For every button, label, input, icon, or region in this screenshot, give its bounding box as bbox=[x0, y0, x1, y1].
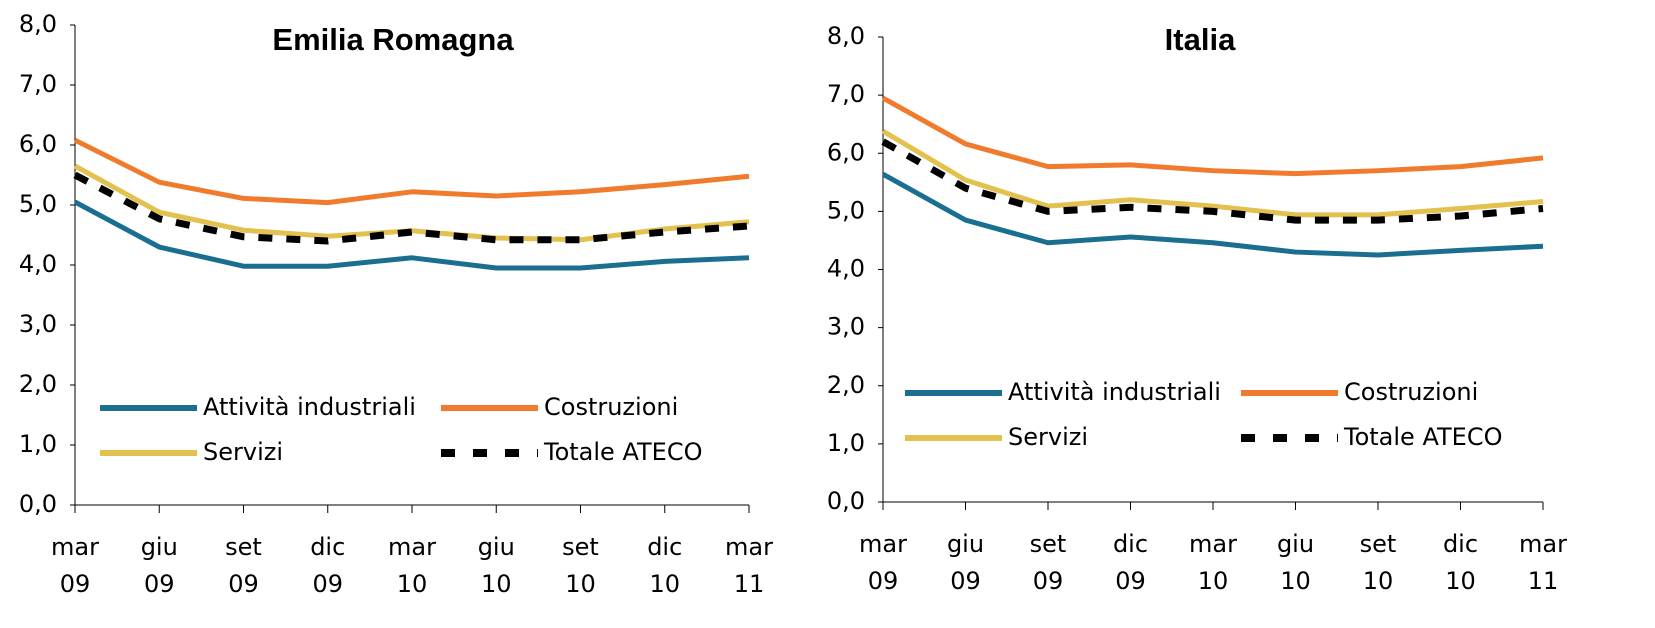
y-tick-label: 1,0 bbox=[19, 430, 57, 458]
legend-label: Attività industriali bbox=[1008, 378, 1221, 406]
x-tick-label: dic 10 bbox=[647, 533, 682, 598]
y-tick-label: 5,0 bbox=[19, 190, 57, 218]
chart-title: Italia bbox=[1165, 22, 1236, 57]
x-tick-label: giu 10 bbox=[478, 533, 515, 598]
y-tick-label: 8,0 bbox=[19, 10, 57, 38]
x-tick-label: mar 10 bbox=[1189, 530, 1237, 595]
legend-label: Servizi bbox=[203, 438, 283, 466]
y-tick-label: 1,0 bbox=[827, 429, 865, 457]
x-tick-label: mar 10 bbox=[388, 533, 436, 598]
legend-label: Servizi bbox=[1008, 423, 1088, 451]
x-tick-label: mar 11 bbox=[1519, 530, 1567, 595]
y-tick-label: 8,0 bbox=[827, 22, 865, 50]
x-tick-label: set 10 bbox=[1360, 530, 1397, 595]
x-tick-label: giu 10 bbox=[1277, 530, 1314, 595]
y-tick-label: 4,0 bbox=[827, 255, 865, 283]
series-line bbox=[881, 138, 1544, 224]
y-tick-label: 3,0 bbox=[827, 313, 865, 341]
legend-label: Totale ATECO bbox=[1343, 423, 1502, 451]
x-tick-label: mar 09 bbox=[859, 530, 907, 595]
x-tick-label: dic 09 bbox=[1113, 530, 1148, 595]
y-tick-label: 3,0 bbox=[19, 310, 57, 338]
y-tick-label: 2,0 bbox=[19, 370, 57, 398]
legend-label: Totale ATECO bbox=[543, 438, 702, 466]
series-line bbox=[881, 95, 1544, 177]
series-line bbox=[73, 171, 750, 245]
x-tick-label: giu 09 bbox=[141, 533, 178, 598]
series-line bbox=[73, 199, 750, 271]
x-tick-label: giu 09 bbox=[947, 530, 984, 595]
y-tick-label: 0,0 bbox=[827, 487, 865, 515]
x-tick-label: set 09 bbox=[225, 533, 262, 598]
x-tick-label: mar 09 bbox=[51, 533, 99, 598]
legend-label: Attività industriali bbox=[203, 393, 416, 421]
y-tick-label: 6,0 bbox=[19, 130, 57, 158]
y-tick-label: 4,0 bbox=[19, 250, 57, 278]
series-line bbox=[881, 171, 1544, 258]
series-line bbox=[881, 129, 1544, 218]
y-tick-label: 6,0 bbox=[827, 138, 865, 166]
chart-title: Emilia Romagna bbox=[272, 22, 514, 57]
legend-label: Costruzioni bbox=[544, 393, 678, 421]
y-tick-label: 7,0 bbox=[827, 80, 865, 108]
y-tick-label: 0,0 bbox=[19, 490, 57, 518]
x-tick-label: set 10 bbox=[562, 533, 599, 598]
y-tick-label: 2,0 bbox=[827, 371, 865, 399]
x-tick-label: dic 10 bbox=[1443, 530, 1478, 595]
x-tick-label: dic 09 bbox=[310, 533, 345, 598]
legend-label: Costruzioni bbox=[1344, 378, 1478, 406]
y-tick-label: 7,0 bbox=[19, 70, 57, 98]
series-line bbox=[73, 137, 750, 206]
x-tick-label: mar 11 bbox=[725, 533, 773, 598]
series-line bbox=[73, 163, 750, 243]
y-tick-label: 5,0 bbox=[827, 196, 865, 224]
x-tick-label: set 09 bbox=[1030, 530, 1067, 595]
